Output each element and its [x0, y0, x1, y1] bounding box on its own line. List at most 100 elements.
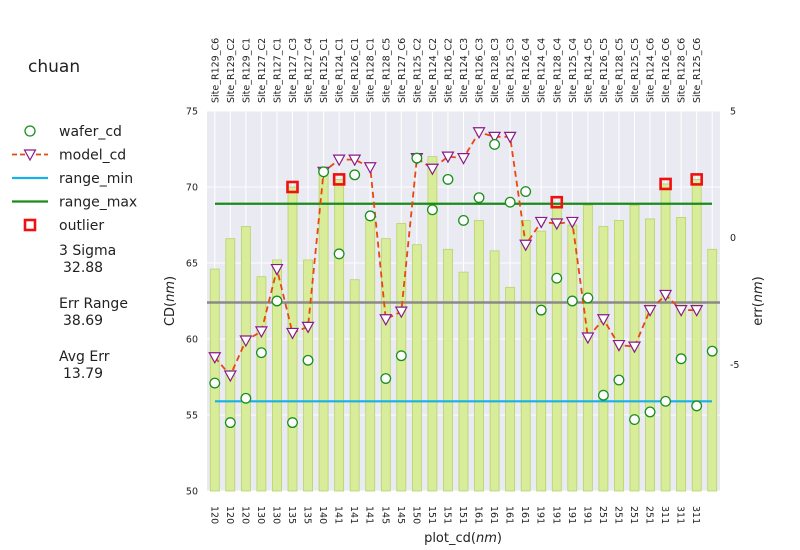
x-top-axis: Site_R129_C6 Site_R129_C2 Site_R129_C1 Site…	[210, 38, 703, 103]
chart-title: chuan	[28, 57, 80, 77]
model-cd-point	[690, 305, 704, 317]
outlier-point	[286, 180, 299, 194]
bar	[645, 218, 655, 492]
x-top-tick-label: Site_R127_C2	[257, 38, 268, 103]
model-cd-point	[627, 341, 642, 354]
bar	[660, 183, 671, 492]
wafer-cd-point	[504, 196, 516, 208]
stat-value: 32.88	[63, 260, 103, 276]
wafer-cd-point	[271, 295, 283, 307]
x-bottom-tick-label: 120	[224, 506, 235, 524]
model-cd-point	[643, 305, 657, 317]
bar	[303, 259, 313, 492]
model-cd-point	[519, 239, 533, 252]
model-cd-point	[285, 327, 300, 340]
x-bottom-tick-label: 130	[255, 506, 266, 524]
x-bottom-tick-label: 140	[317, 506, 328, 524]
wafer-cd-point	[613, 374, 625, 386]
y2-axis-title: err(nm)	[751, 276, 766, 326]
legend-label: wafer_cd	[59, 124, 122, 140]
model-cd-point	[659, 289, 673, 302]
x-bottom-tick-label: 141	[333, 506, 344, 524]
stat-label: Err Range	[59, 296, 128, 312]
x-bottom-tick-label: 251	[597, 506, 608, 524]
bar	[582, 204, 593, 492]
bar	[691, 178, 702, 492]
wafer-cd-point	[660, 395, 672, 407]
x-bottom-tick-label: 251	[644, 506, 655, 524]
y-tick-label: 50	[186, 487, 198, 498]
x-top-tick-label: Site_R129_C1	[241, 38, 252, 103]
bar	[380, 238, 391, 492]
outlier-point	[332, 173, 346, 186]
bar	[225, 238, 236, 492]
x-bottom-tick-label: 161	[504, 506, 515, 524]
x-bottom-tick-label: 161	[488, 506, 499, 524]
wafer-cd-point	[349, 169, 361, 181]
x-top-tick-label: Site_R129_C2	[226, 38, 237, 103]
x-top-tick-label: Site_R124_C2	[428, 38, 439, 103]
model-cd-point	[581, 332, 595, 345]
wafer-cd-point	[458, 214, 469, 226]
x-bottom-tick-label: 130	[271, 506, 282, 524]
x-top-tick-label: Site_R128_C5	[381, 38, 392, 103]
model-cd-point	[348, 154, 362, 167]
x-top-tick-label: Site_R126_C4	[521, 38, 532, 103]
x-bottom-tick-label: 161	[519, 506, 530, 524]
outlier-point	[550, 195, 564, 209]
wafer-cd-point	[644, 406, 656, 418]
wafer-cd-point	[629, 414, 640, 426]
x-top-tick-label: Site_R124_C6	[646, 38, 657, 103]
x-bottom-tick-label: 191	[550, 506, 561, 524]
bar	[520, 220, 531, 492]
bar	[551, 203, 562, 492]
bar	[458, 271, 469, 492]
bar	[256, 276, 267, 492]
wafer-cd-point	[489, 138, 501, 150]
stat-value: 13.79	[63, 366, 103, 382]
x-top-tick-label: Site_R128_C6	[677, 38, 688, 103]
x-bottom-tick-label: 120	[208, 506, 219, 524]
y-tick-label: 75	[186, 107, 198, 118]
model-cd-point	[596, 314, 610, 326]
x-bottom-tick-label: 161	[473, 506, 484, 524]
stat-value: 38.69	[63, 313, 103, 329]
wafer-cd-point	[380, 373, 392, 384]
wafer-cd-point	[255, 347, 267, 359]
bar	[489, 250, 500, 492]
x-top-tick-label: Site_R124_C3	[459, 38, 470, 103]
x-bottom-tick-label: 141	[364, 506, 375, 524]
model-cd-point	[456, 153, 471, 165]
x-bottom-tick-label: 311	[659, 506, 670, 524]
bar	[318, 171, 329, 492]
bar	[474, 220, 484, 492]
legend-marker-wafer-cd	[24, 125, 36, 137]
y-tick-label: 60	[186, 335, 198, 346]
legend-label: model_cd	[59, 148, 126, 164]
x-top-tick-label: Site_R125_C2	[412, 38, 423, 103]
model-cd-point	[534, 216, 548, 229]
x-top-tick-label: Site_R124_C4	[537, 38, 548, 103]
bar	[365, 216, 376, 492]
model-cd-point	[254, 326, 268, 339]
wafer-cd-point	[224, 417, 236, 429]
bar	[411, 244, 422, 492]
model-cd-point	[239, 335, 253, 348]
x-bottom-tick-label: 251	[613, 506, 624, 524]
bar	[349, 279, 360, 492]
model-cd-point	[379, 314, 393, 326]
outlier-point	[659, 177, 672, 191]
wafer-cd-point	[240, 392, 252, 404]
y2-tick-label: 0	[730, 233, 736, 244]
model-cd-point	[565, 216, 579, 229]
x-bottom-tick-label: 120	[239, 506, 250, 524]
wafer-cd-point	[442, 173, 454, 185]
legend-marker-model-cd	[23, 149, 37, 162]
wafer-cd-point	[597, 389, 609, 401]
x-top-tick-label: Site_R125_C3	[506, 38, 517, 103]
stat-label: 3 Sigma	[59, 243, 116, 259]
wafer-cd-point	[551, 272, 563, 284]
model-cd-point	[472, 127, 486, 140]
wafer-cd-point	[535, 304, 547, 316]
